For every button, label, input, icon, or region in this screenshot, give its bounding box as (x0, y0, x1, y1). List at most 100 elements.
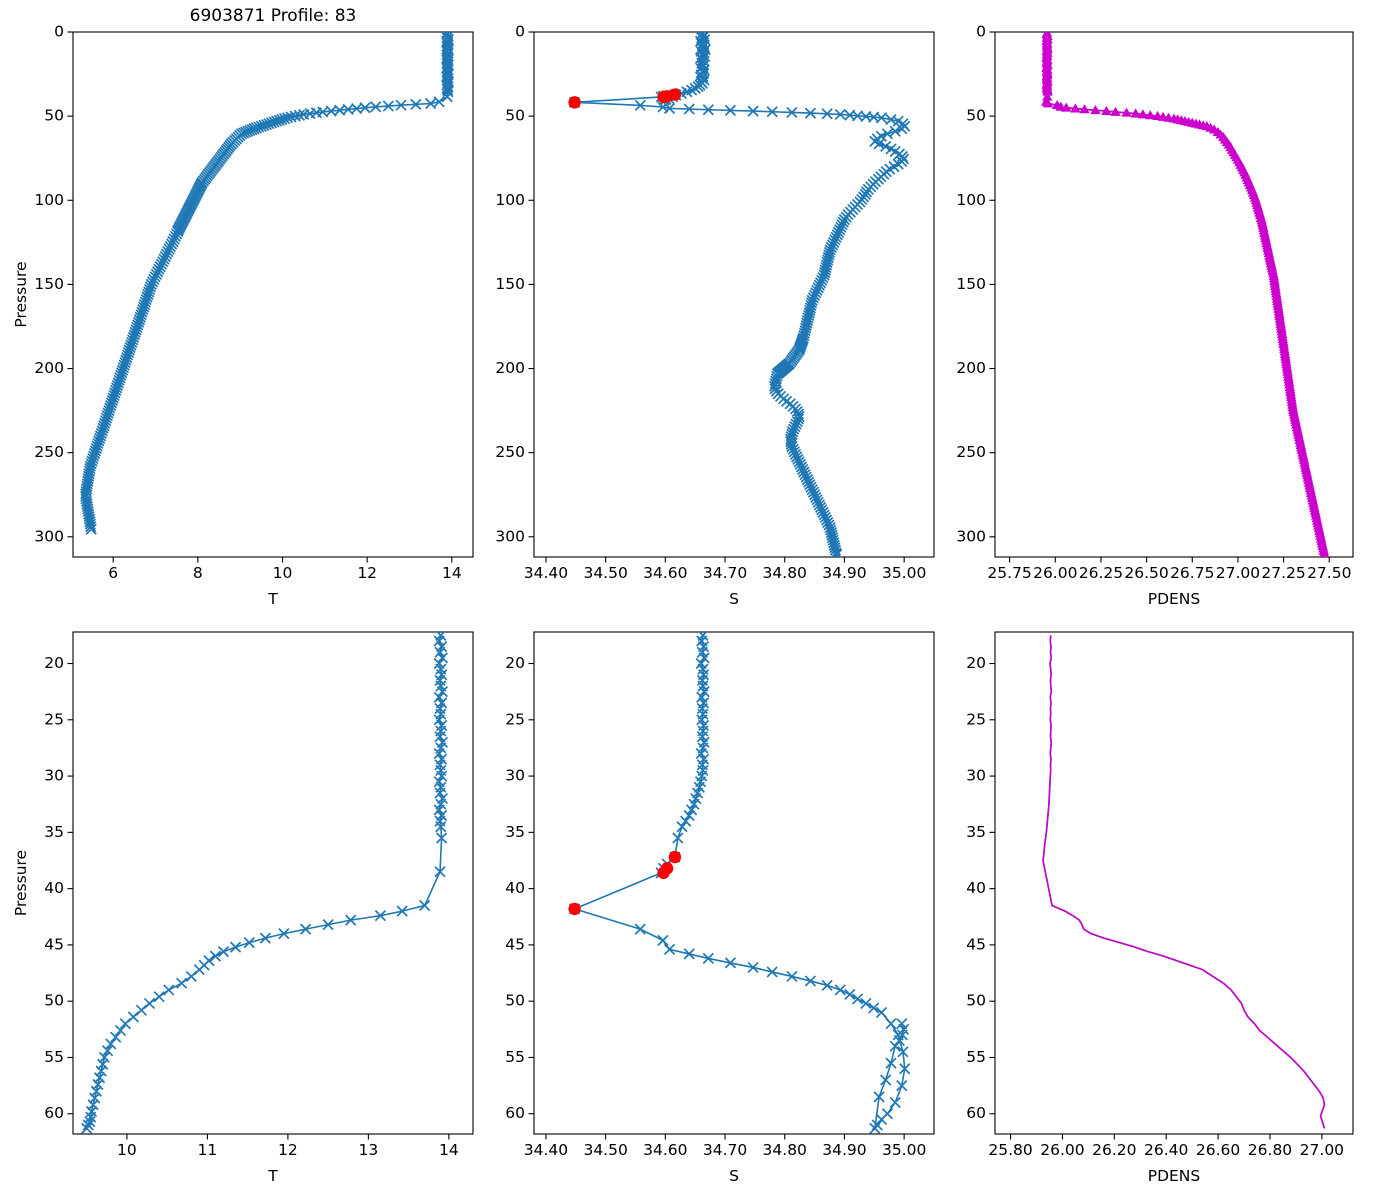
y-tick-label: 20 (966, 654, 986, 672)
y-tick-label: 250 (34, 443, 64, 461)
y-tick-label: 50 (44, 107, 64, 125)
x-tick-label: 26.40 (1144, 1141, 1188, 1159)
series-markers-x (568, 32, 911, 557)
x-axis-title: S (729, 590, 739, 608)
y-tick-label: 30 (505, 767, 525, 785)
series-line-s (574, 32, 906, 555)
y-tick-label: 200 (495, 359, 525, 377)
y-tick-label: 150 (956, 275, 986, 293)
y-tick-label: 55 (966, 1048, 986, 1066)
y-tick-label: 55 (44, 1048, 64, 1066)
x-tick-label: 35.00 (882, 564, 926, 582)
y-tick-label: 100 (34, 191, 64, 209)
series-line-pdens (1042, 635, 1326, 1129)
y-tick-label: 35 (44, 823, 64, 841)
series-line-t (85, 635, 444, 1129)
series-markers-x (568, 632, 911, 1134)
axis-frame (533, 31, 935, 558)
series-markers-x (80, 32, 455, 535)
plot-area (1042, 635, 1326, 1129)
y-tick-label: 35 (966, 823, 986, 841)
axis-frame (994, 631, 1354, 1135)
y-tick-label: 250 (495, 443, 525, 461)
x-tick-label: 6 (108, 564, 118, 582)
x-tick-label: 34.40 (524, 1141, 568, 1159)
plot-area (1040, 32, 1330, 557)
y-tick-label: 300 (34, 527, 64, 545)
x-tick-label: 10 (273, 564, 293, 582)
y-tick-label: 50 (505, 992, 525, 1010)
flagged-point-marker (657, 90, 670, 104)
y-tick-label: 150 (495, 275, 525, 293)
x-axis-title: S (729, 1167, 739, 1185)
y-tick-label: 25 (505, 710, 525, 728)
flagged-points (568, 850, 682, 916)
y-tick-label: 45 (44, 935, 64, 953)
y-tick-label: 0 (976, 23, 986, 41)
flagged-point-marker (568, 96, 581, 109)
x-tick-label: 26.75 (1170, 564, 1214, 582)
y-tick-label: 35 (505, 823, 525, 841)
x-tick-label: 34.80 (763, 1141, 807, 1159)
y-tick-label: 300 (495, 527, 525, 545)
axis-frame (72, 31, 474, 558)
series-line-s (572, 635, 906, 1129)
y-tick-label: 100 (956, 191, 986, 209)
x-axis-title: T (267, 1167, 278, 1185)
x-tick-label: 12 (357, 564, 377, 582)
y-tick-label: 50 (505, 107, 525, 125)
flagged-point-marker (568, 902, 581, 916)
x-tick-label: 34.60 (643, 564, 687, 582)
y-tick-label: 40 (44, 879, 64, 897)
x-tick-label: 34.80 (763, 564, 807, 582)
flagged-point-marker (657, 866, 670, 880)
y-tick-label: 60 (505, 1104, 525, 1122)
axis-frame (72, 631, 474, 1135)
x-tick-label: 12 (278, 1141, 298, 1159)
y-tick-label: 250 (956, 443, 986, 461)
y-tick-label: 40 (966, 879, 986, 897)
x-tick-label: 35.00 (882, 1141, 926, 1159)
plot-area (81, 632, 449, 1134)
x-tick-label: 26.00 (1033, 564, 1077, 582)
y-tick-label: 45 (505, 935, 525, 953)
y-tick-label: 200 (34, 359, 64, 377)
y-tick-label: 30 (966, 767, 986, 785)
flagged-point-marker (668, 88, 682, 101)
y-tick-label: 300 (956, 527, 986, 545)
y-tick-label: 20 (505, 654, 525, 672)
x-tick-label: 34.90 (822, 564, 866, 582)
y-tick-label: 100 (495, 191, 525, 209)
x-tick-label: 14 (442, 564, 462, 582)
y-tick-label: 40 (505, 879, 525, 897)
x-tick-label: 34.60 (643, 1141, 687, 1159)
x-tick-label: 27.00 (1216, 564, 1260, 582)
y-tick-label: 30 (44, 767, 64, 785)
flagged-points (568, 88, 682, 109)
x-tick-label: 13 (359, 1141, 379, 1159)
y-tick-label: 20 (44, 654, 64, 672)
y-axis-title: Pressure (12, 850, 30, 916)
flagged-point-marker (668, 850, 682, 864)
x-tick-label: 34.40 (524, 564, 568, 582)
y-tick-label: 0 (515, 23, 525, 41)
axis-frame (994, 31, 1354, 558)
y-tick-label: 60 (44, 1104, 64, 1122)
x-tick-label: 26.20 (1092, 1141, 1136, 1159)
y-tick-label: 50 (44, 992, 64, 1010)
x-tick-label: 11 (198, 1141, 218, 1159)
x-tick-label: 34.70 (703, 1141, 747, 1159)
y-tick-label: 50 (966, 992, 986, 1010)
y-tick-label: 200 (956, 359, 986, 377)
x-axis-title: PDENS (1148, 1167, 1201, 1185)
pdens-underlay-line (1042, 635, 1326, 1129)
plot-area (568, 32, 911, 557)
y-axis-title: Pressure (12, 261, 30, 327)
x-tick-label: 14 (439, 1141, 459, 1159)
y-tick-label: 55 (505, 1048, 525, 1066)
y-tick-label: 60 (966, 1104, 986, 1122)
axis-frame (533, 631, 935, 1135)
x-axis-title: T (267, 590, 278, 608)
plot-area (568, 632, 911, 1134)
